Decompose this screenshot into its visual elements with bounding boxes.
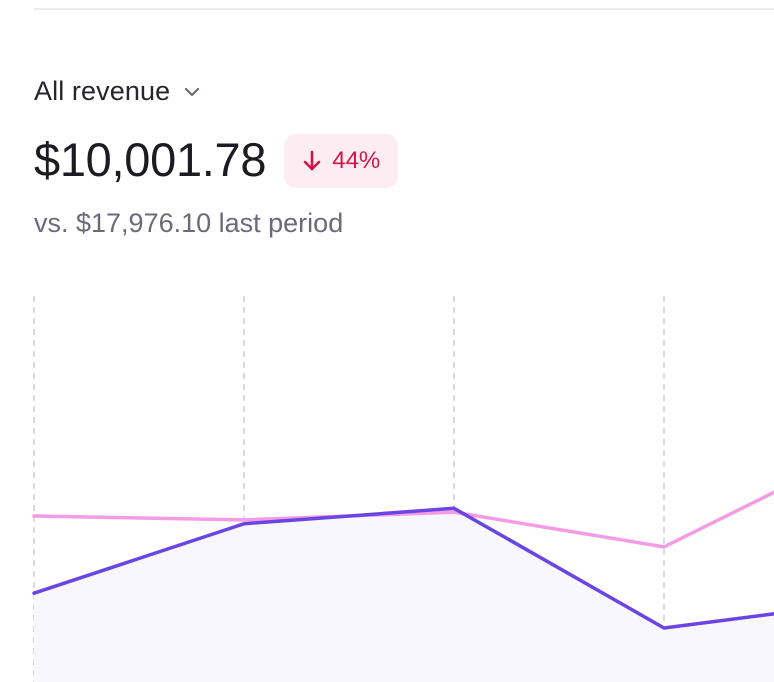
summary-row: $10,001.78 44% [34, 130, 399, 190]
top-divider [34, 8, 774, 10]
metric-selector-label: All revenue [34, 75, 171, 106]
change-badge: 44% [284, 134, 399, 188]
chevron-down-icon [184, 87, 200, 97]
arrow-down-icon [302, 149, 322, 173]
metric-selector-dropdown[interactable]: All revenue [34, 74, 200, 108]
previous-period-line [32, 490, 774, 549]
change-percent: 44% [332, 147, 381, 174]
current-period-area [34, 508, 774, 682]
comparison-text: vs. $17,976.10 last period [34, 208, 344, 238]
current-period-line [32, 506, 774, 630]
revenue-total: $10,001.78 [34, 133, 267, 186]
